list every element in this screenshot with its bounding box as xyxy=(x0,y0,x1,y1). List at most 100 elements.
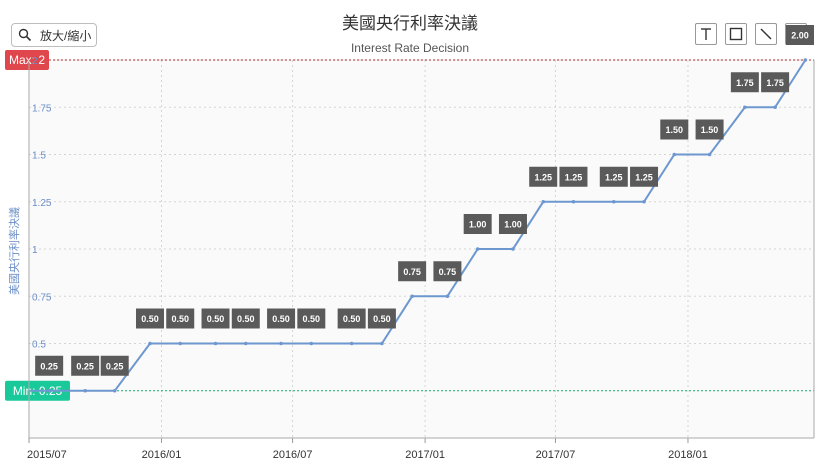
x-tick-label: 2015/07 xyxy=(27,449,67,461)
series-layer xyxy=(29,58,808,393)
series-point xyxy=(279,341,283,346)
axis-layer: 美國央行利率決議 0.5 0.75 1 1.25 1.5 1.75 2 2015/07 2016… xyxy=(7,56,815,461)
series-point xyxy=(475,247,480,251)
data-label-box xyxy=(786,25,814,45)
data-label-box xyxy=(100,355,129,376)
y-tick-label: 1.25 xyxy=(32,198,52,209)
data-label: 0.75 xyxy=(403,267,421,277)
data-label-box xyxy=(730,72,759,93)
series-point xyxy=(112,388,117,393)
data-label: 0.50 xyxy=(343,314,361,324)
series-point xyxy=(571,199,576,204)
data-label-box xyxy=(559,166,588,187)
data-label: 1.50 xyxy=(701,125,719,135)
data-label: 1.25 xyxy=(605,172,623,182)
y-tick-label: 0.5 xyxy=(32,340,46,351)
y-tick-label: 2 xyxy=(32,56,38,67)
series-point xyxy=(349,341,354,346)
x-tick-label: 2018/01 xyxy=(668,449,708,461)
series-point xyxy=(178,341,183,346)
chart-title-block: 美國央行利率決議 Interest Rate Decision xyxy=(250,13,570,56)
data-label-box xyxy=(660,119,689,140)
data-label-box xyxy=(761,72,790,93)
series-point xyxy=(611,199,616,204)
data-label: 1.25 xyxy=(565,172,583,182)
x-tick-label: 2016/07 xyxy=(273,449,313,461)
data-label-box xyxy=(135,308,164,329)
data-label: 0.50 xyxy=(171,314,189,324)
data-label-box xyxy=(433,261,462,282)
data-label: 1.25 xyxy=(534,172,552,182)
line-tool-icon xyxy=(759,27,773,41)
data-label-box xyxy=(630,166,659,187)
data-label: 1.00 xyxy=(469,220,487,230)
series-point xyxy=(803,58,808,62)
data-label: 0.75 xyxy=(439,267,457,277)
rectangle-tool-button[interactable] xyxy=(725,23,747,45)
series-point xyxy=(672,152,677,157)
series-point xyxy=(410,294,414,299)
search-icon xyxy=(14,24,36,46)
data-label: 0.50 xyxy=(141,314,159,324)
series-point xyxy=(511,247,515,251)
series-point xyxy=(707,152,712,157)
zoom-button[interactable]: 放大/縮小 xyxy=(11,23,97,47)
series-point xyxy=(83,388,87,393)
data-label-box xyxy=(463,214,492,234)
x-tick-label: 2017/01 xyxy=(405,449,445,461)
text-tool-button[interactable] xyxy=(695,23,717,45)
data-label-box xyxy=(398,261,427,282)
data-label-box xyxy=(599,166,628,187)
series-point xyxy=(213,341,218,346)
plot-background xyxy=(29,60,814,438)
data-label: 0.50 xyxy=(207,314,225,324)
y-tick-label: 1 xyxy=(32,245,38,256)
data-label: 0.50 xyxy=(303,314,321,324)
text-tool-icon xyxy=(699,27,713,41)
data-label: 0.25 xyxy=(40,361,58,371)
data-label-box xyxy=(201,308,230,329)
reference-label-max: Max: 2 xyxy=(9,53,45,67)
series-point xyxy=(47,388,51,393)
data-label-box xyxy=(166,308,195,329)
series-point xyxy=(445,294,450,299)
data-label-box xyxy=(367,308,396,329)
y-tick-label: 0.75 xyxy=(32,292,52,303)
data-label-box xyxy=(498,214,527,234)
data-label: 0.25 xyxy=(106,361,124,371)
data-label-box xyxy=(71,355,100,376)
data-label: 1.25 xyxy=(635,172,653,182)
series-point xyxy=(642,199,646,204)
series-point xyxy=(309,341,314,346)
data-label: 2.00 xyxy=(791,31,809,41)
series-point xyxy=(243,341,248,346)
line-tool-button[interactable] xyxy=(755,23,777,45)
grid-layer xyxy=(29,59,814,438)
rectangle-tool-icon xyxy=(729,27,743,41)
series-point xyxy=(380,341,384,346)
data-label-box xyxy=(35,355,64,376)
data-label: 1.75 xyxy=(766,78,784,88)
y-axis-label: 美國央行利率決議 xyxy=(7,207,21,295)
chart-title: 美國央行利率決議 xyxy=(342,14,478,33)
x-tick-label: 2016/01 xyxy=(142,449,182,461)
data-label-box xyxy=(337,308,366,329)
series-point xyxy=(541,199,546,204)
data-label-box xyxy=(267,308,296,329)
data-label: 0.25 xyxy=(76,361,94,371)
series-point xyxy=(773,105,777,110)
series-point xyxy=(743,105,747,110)
data-label: 1.50 xyxy=(666,125,684,135)
x-tick-label: 2017/07 xyxy=(536,449,576,461)
data-label: 0.50 xyxy=(237,314,255,324)
data-label-box xyxy=(297,308,326,329)
data-label: 0.50 xyxy=(272,314,290,324)
data-labels-layer: 0.25 0.25 0.250.50 0.50 0.50 0.50 0.50 0.50 0.50… xyxy=(35,25,814,376)
y-tick-label: 1.5 xyxy=(32,151,46,162)
data-label-box xyxy=(695,119,724,140)
y-tick-label: 1.75 xyxy=(32,103,52,114)
data-label: 1.00 xyxy=(504,220,522,230)
zoom-button-label: 放大/縮小 xyxy=(40,28,92,43)
data-label-box xyxy=(529,166,558,187)
